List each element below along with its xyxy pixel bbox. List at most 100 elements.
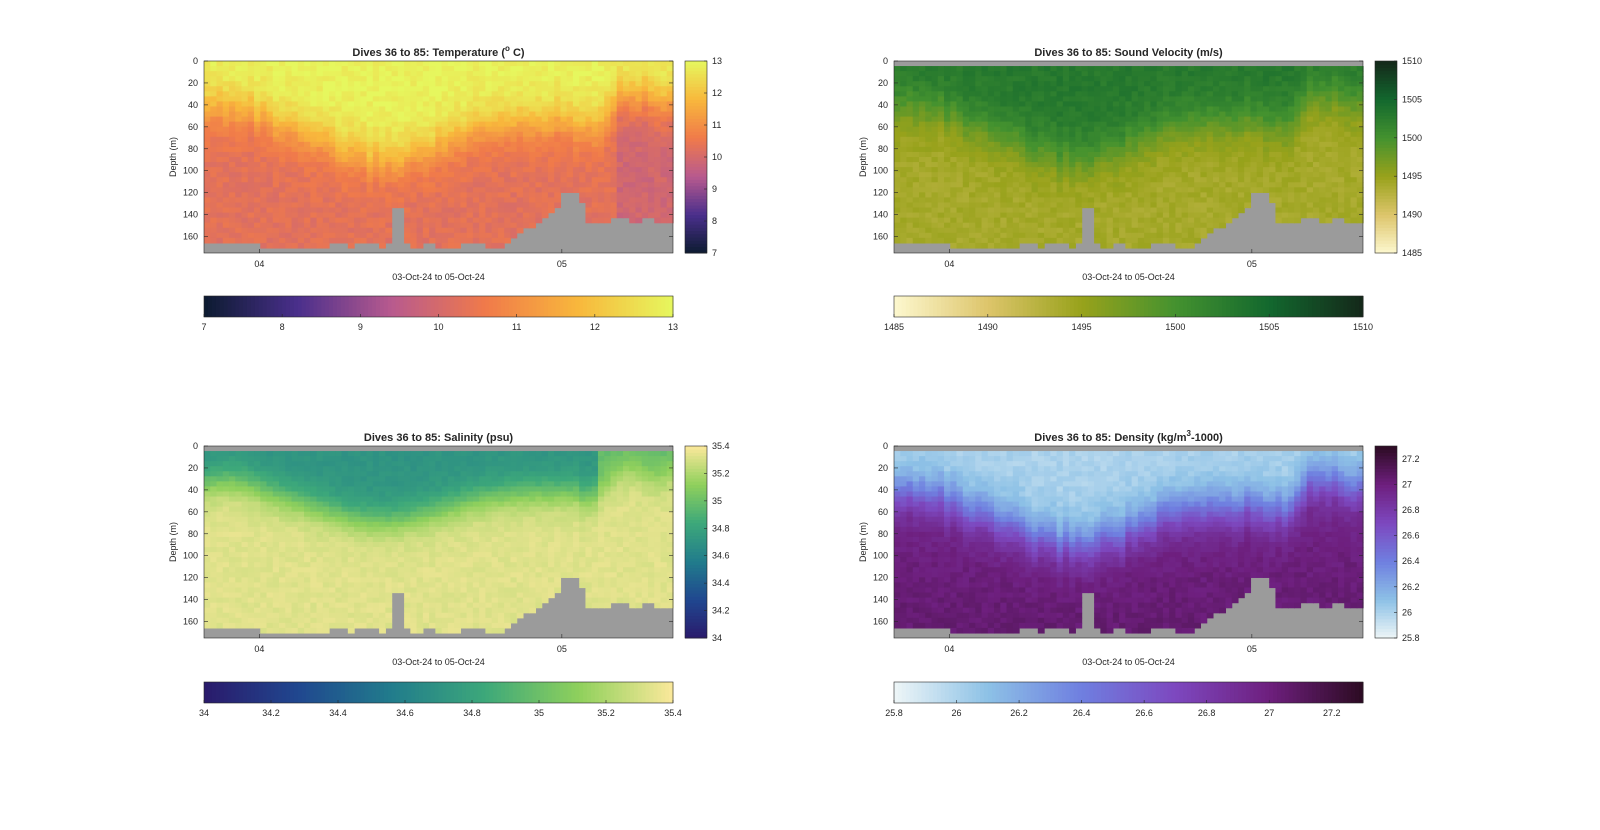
heatmap-cell xyxy=(610,182,618,188)
heatmap-cell xyxy=(666,202,674,209)
heatmap-cell xyxy=(241,66,249,72)
colorbar-segment xyxy=(685,80,707,84)
heatmap-cell xyxy=(616,136,624,143)
heatmap-cell xyxy=(1050,131,1058,138)
heatmap-cell xyxy=(1237,187,1245,193)
heatmap-cell xyxy=(1075,76,1083,82)
heatmap-cell xyxy=(1081,121,1089,128)
heatmap-cell xyxy=(379,151,386,158)
y-tick-label: 0 xyxy=(193,56,198,66)
heatmap-cell xyxy=(647,207,655,214)
heatmap-cell xyxy=(416,101,424,108)
heatmap-cell xyxy=(210,157,218,163)
colorbar-segment xyxy=(391,296,397,317)
heatmap-cell xyxy=(937,202,945,209)
heatmap-cell xyxy=(560,116,568,123)
heatmap-cell xyxy=(629,162,637,168)
heatmap-cell xyxy=(372,197,380,204)
heatmap-cell xyxy=(1187,212,1195,219)
heatmap-cell xyxy=(1225,157,1233,163)
heatmap-cell xyxy=(937,207,945,214)
heatmap-cell xyxy=(1269,116,1277,123)
heatmap-cell xyxy=(1225,76,1233,82)
heatmap-cell xyxy=(585,86,593,92)
heatmap-cell xyxy=(1150,157,1158,163)
heatmap-cell xyxy=(1156,157,1164,163)
heatmap-cell xyxy=(1081,131,1089,138)
heatmap-cell xyxy=(912,141,920,148)
heatmap-cell xyxy=(572,157,580,163)
heatmap-cell xyxy=(547,207,555,214)
heatmap-cell xyxy=(1100,116,1108,123)
heatmap-cell xyxy=(969,86,976,92)
colorbar-segment xyxy=(685,147,707,152)
heatmap-cell xyxy=(1175,182,1183,188)
heatmap-cell xyxy=(441,71,449,77)
heatmap-cell xyxy=(447,61,455,67)
heatmap-cell xyxy=(235,71,243,77)
heatmap-cell xyxy=(566,187,574,193)
heatmap-cell xyxy=(1225,141,1233,148)
heatmap-cell xyxy=(1112,212,1120,219)
heatmap-cell xyxy=(522,172,530,178)
heatmap-cell xyxy=(660,167,668,173)
heatmap-cell xyxy=(429,106,436,113)
heatmap-cell xyxy=(310,227,318,234)
heatmap-cell xyxy=(1150,162,1158,168)
heatmap-cell xyxy=(894,91,901,97)
heatmap-cell xyxy=(1106,131,1114,138)
colorbar-segment xyxy=(239,296,244,317)
heatmap-cell xyxy=(660,131,668,138)
heatmap-cell xyxy=(1269,101,1277,108)
heatmap-cell xyxy=(1056,202,1064,209)
heatmap-cell xyxy=(529,116,537,123)
heatmap-cell xyxy=(1150,81,1158,87)
heatmap-cell xyxy=(491,116,499,123)
heatmap-cell xyxy=(547,146,555,153)
heatmap-cell xyxy=(919,81,926,87)
colorbar-segment xyxy=(387,296,393,317)
heatmap-cell xyxy=(216,212,224,219)
heatmap-cell xyxy=(229,227,236,234)
heatmap-cell xyxy=(1037,182,1045,188)
heatmap-cell xyxy=(454,182,461,188)
heatmap-cell xyxy=(1181,86,1189,92)
colorbar-segment xyxy=(442,296,447,317)
heatmap-cell xyxy=(1131,126,1139,133)
heatmap-cell xyxy=(1200,136,1208,143)
heatmap-cell xyxy=(1169,66,1176,72)
heatmap-cell xyxy=(950,202,958,209)
colorbar-bottom-tick-label: 7 xyxy=(201,322,206,332)
heatmap-cell xyxy=(422,182,430,188)
heatmap-cell xyxy=(316,111,324,118)
heatmap-cell xyxy=(1169,101,1176,108)
heatmap-cell xyxy=(654,182,662,188)
heatmap-cell xyxy=(316,182,324,188)
heatmap-cell xyxy=(956,111,964,118)
heatmap-cell xyxy=(472,192,480,199)
heatmap-cell xyxy=(1050,76,1058,82)
heatmap-cell xyxy=(1262,182,1270,188)
heatmap-cell xyxy=(454,232,461,239)
heatmap-cell xyxy=(1206,227,1214,234)
heatmap-cell xyxy=(1187,197,1195,204)
heatmap-cell xyxy=(410,242,418,249)
heatmap-cell xyxy=(241,76,249,82)
heatmap-cell xyxy=(654,76,662,82)
heatmap-cell xyxy=(204,131,211,138)
heatmap-cell xyxy=(341,141,349,148)
heatmap-cell xyxy=(1137,157,1145,163)
heatmap-cell xyxy=(1106,242,1114,249)
heatmap-cell xyxy=(360,131,368,138)
heatmap-cell xyxy=(585,197,593,204)
heatmap-cell xyxy=(962,207,970,214)
heatmap-cell xyxy=(460,207,468,214)
heatmap-cell xyxy=(1031,126,1039,133)
heatmap-cell xyxy=(1069,101,1076,108)
heatmap-cell xyxy=(654,121,662,128)
heatmap-cell xyxy=(641,121,649,128)
heatmap-cell xyxy=(1137,86,1145,92)
heatmap-cell xyxy=(969,197,976,204)
heatmap-cell xyxy=(585,121,593,128)
